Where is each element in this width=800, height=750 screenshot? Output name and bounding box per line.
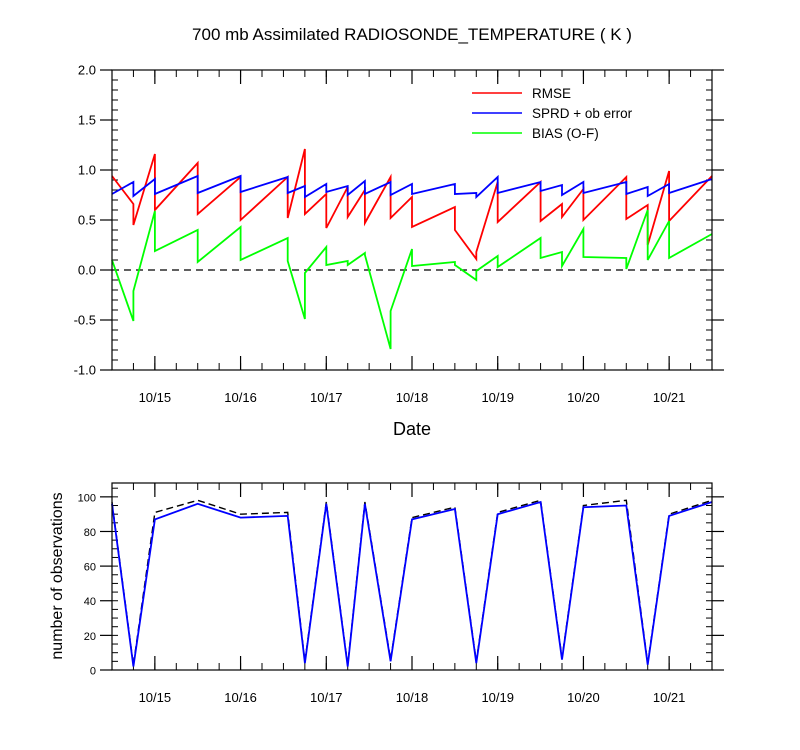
y-tick-label: 40 [84, 596, 96, 608]
x-tick-label: 10/17 [310, 390, 343, 405]
x-tick-label: 10/20 [567, 690, 600, 705]
series-line-rmse [112, 149, 712, 259]
y-tick-label: 0.5 [78, 213, 96, 228]
legend-label-sprd: SPRD + ob error [532, 106, 633, 121]
x-tick-label: 10/17 [310, 690, 343, 705]
x-tick-label: 10/15 [139, 390, 172, 405]
y-tick-label: 2.0 [78, 63, 96, 78]
x-tick-label: 10/15 [139, 690, 172, 705]
bottom-plot-area: 10/15 10/16 10/17 10/18 10/19 10/20 10/21 0 20 40… [78, 483, 724, 705]
y-tick-label: 60 [84, 562, 96, 574]
legend-label-bias: BIAS (O-F) [532, 126, 599, 141]
x-tick-label: 10/18 [396, 390, 429, 405]
y-tick-label: 100 [78, 492, 96, 504]
x-tick-label: 10/19 [481, 390, 514, 405]
x-tick-label: 10/21 [653, 690, 686, 705]
top-x-axis-label: Date [393, 419, 431, 439]
figure: 700 mb Assimilated RADIOSONDE_TEMPERATUR… [0, 0, 800, 750]
y-tick-label: 20 [84, 631, 96, 643]
x-tick-label: 10/20 [567, 390, 600, 405]
y-tick-label: 0.0 [78, 263, 96, 278]
legend-label-rmse: RMSE [532, 86, 571, 101]
legend: RMSE SPRD + ob error BIAS (O-F) [472, 86, 633, 141]
x-tick-label: 10/16 [224, 690, 257, 705]
y-tick-label: -0.5 [74, 313, 96, 328]
x-tick-label: 10/19 [481, 690, 514, 705]
x-tick-label: 10/16 [224, 390, 257, 405]
series-line-sprd-ob-error [112, 176, 712, 197]
chart-title: 700 mb Assimilated RADIOSONDE_TEMPERATUR… [192, 25, 632, 44]
y-tick-label: 80 [84, 527, 96, 539]
bottom-plot-frame [112, 483, 712, 670]
top-panel: 700 mb Assimilated RADIOSONDE_TEMPERATUR… [74, 25, 724, 439]
y-tick-label: 1.5 [78, 113, 96, 128]
series-line-bias-o-f [112, 210, 712, 349]
y-tick-label: -1.0 [74, 363, 96, 378]
y-tick-label: 1.0 [78, 163, 96, 178]
x-tick-label: 10/21 [653, 390, 686, 405]
series-line-observations-used [112, 502, 712, 667]
bottom-panel: 10/15 10/16 10/17 10/18 10/19 10/20 10/21 0 20 40… [49, 483, 724, 705]
x-tick-label: 10/18 [396, 690, 429, 705]
bottom-y-axis-label: number of observations [49, 492, 66, 659]
y-tick-label: 0 [90, 666, 96, 678]
